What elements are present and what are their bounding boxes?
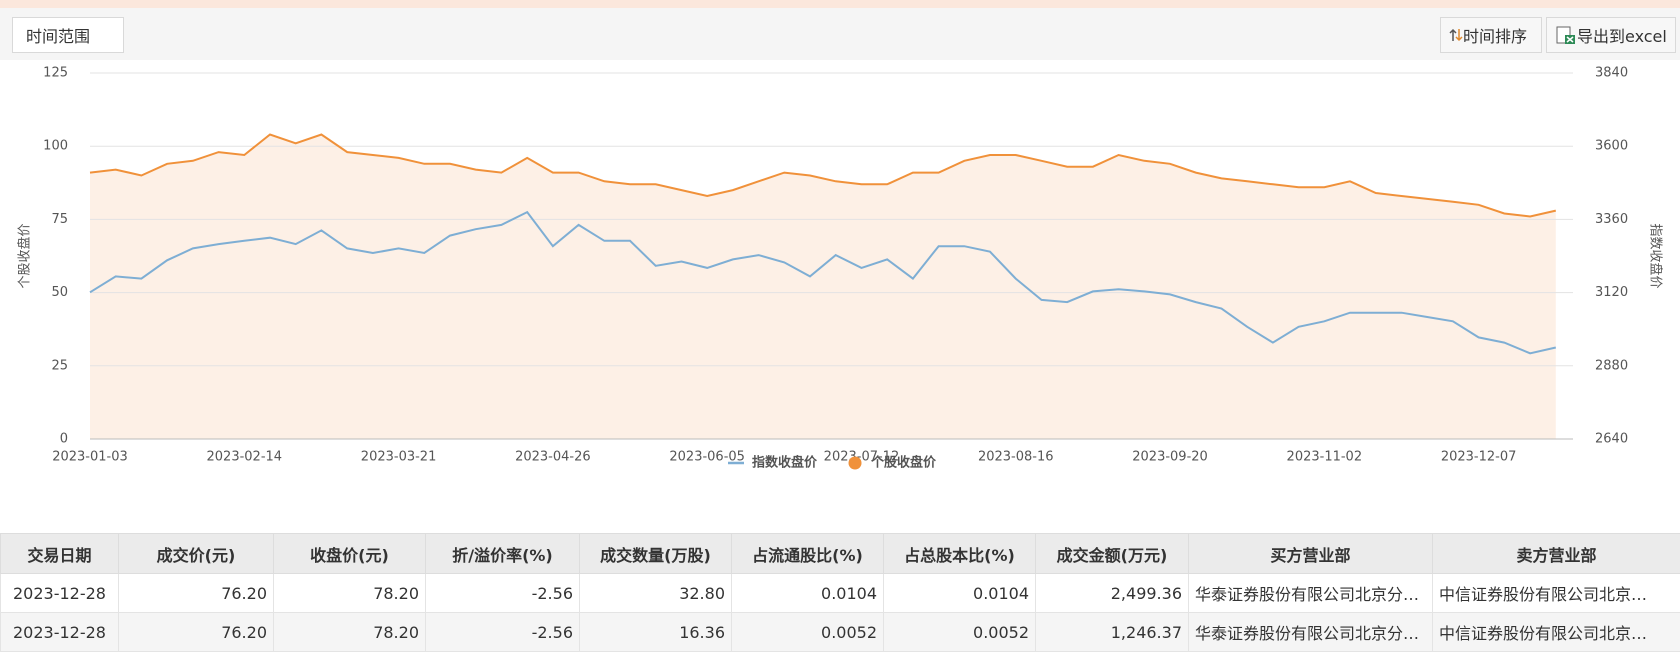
table-cell: -2.56: [426, 574, 580, 613]
header-cell: 占流通股比(%): [732, 534, 884, 574]
table-cell: 76.20: [119, 613, 274, 652]
y2-tick-label: 3840: [1595, 66, 1628, 81]
legend-swatch: [849, 457, 862, 470]
table-cell: 16.36: [580, 613, 732, 652]
table-cell: 华泰证券股份有限公司北京分…: [1189, 574, 1433, 613]
header-cell: 成交价(元): [119, 534, 274, 574]
table-cell: 32.80: [580, 574, 732, 613]
x-tick-label: 2023-09-20: [1132, 450, 1208, 465]
header-cell: 交易日期: [1, 534, 119, 574]
series-area: [90, 135, 1556, 440]
x-tick-label: 2023-11-02: [1287, 450, 1363, 465]
header-cell: 收盘价(元): [274, 534, 426, 574]
table-cell: 华泰证券股份有限公司北京分…: [1189, 613, 1433, 652]
table-cell: 2023-12-28: [1, 613, 119, 652]
table-cell: 0.0052: [732, 613, 884, 652]
y-tick-label: 0: [60, 432, 68, 447]
table-cell: -2.56: [426, 613, 580, 652]
x-tick-label: 2023-08-16: [978, 450, 1054, 465]
label: 导出到excel: [1577, 23, 1667, 47]
header-cell: 占总股本比(%): [884, 534, 1036, 574]
y-tick-label: 75: [51, 212, 68, 227]
table-cell: 中信证券股份有限公司北京…: [1433, 574, 1680, 613]
label: 时间范围: [26, 23, 90, 47]
table-cell: 78.20: [274, 574, 426, 613]
table-cell: 中信证券股份有限公司北京…: [1433, 613, 1680, 652]
top-stripe: [0, 0, 1680, 8]
y2-tick-label: 3600: [1595, 139, 1628, 154]
table-cell: 0.0104: [884, 574, 1036, 613]
sort-button[interactable]: 时间排序: [1440, 17, 1542, 53]
header-cell: 成交数量(万股): [580, 534, 732, 574]
sort-icon: [1449, 27, 1463, 43]
y2-tick-label: 2640: [1595, 432, 1628, 447]
y-axis-label: 个股收盘价: [17, 223, 33, 288]
table-cell: 76.20: [119, 574, 274, 613]
header-cell: 成交金额(万元): [1036, 534, 1189, 574]
chart: 0 25 50 75 100 125 2640 2880 3120 3360 3600 3840 个股收…: [0, 60, 1680, 530]
header-cell: 卖方营业部: [1433, 534, 1680, 574]
label: 时间排序: [1463, 23, 1527, 47]
toolbar: 时间范围 时间排序 导出到excel: [0, 8, 1680, 60]
table-cell: 2,499.36: [1036, 574, 1189, 613]
x-tick-label: 2023-03-21: [361, 450, 437, 465]
y2-tick-label: 2880: [1595, 358, 1628, 373]
x-tick-label: 2023-01-03: [52, 450, 128, 465]
y-tick-label: 100: [43, 139, 68, 154]
y2-axis-label: 指数收盘价: [1648, 223, 1664, 288]
x-tick-label: 2023-12-07: [1441, 450, 1517, 465]
y-tick-label: 50: [51, 285, 68, 300]
header-cell: 折/溢价率(%): [426, 534, 580, 574]
table-cell: 78.20: [274, 613, 426, 652]
table-cell: 0.0052: [884, 613, 1036, 652]
table-cell: 1,246.37: [1036, 613, 1189, 652]
excel-icon: [1555, 25, 1577, 45]
x-tick-label: 2023-04-26: [515, 450, 591, 465]
y2-tick-label: 3360: [1595, 212, 1628, 227]
legend-label: 个股收盘价: [870, 455, 937, 471]
table-cell: 0.0104: [732, 574, 884, 613]
y-tick-label: 25: [51, 358, 68, 373]
header-cell: 买方营业部: [1189, 534, 1433, 574]
time-range-select[interactable]: 时间范围: [12, 17, 124, 53]
table-cell: 2023-12-28: [1, 574, 119, 613]
legend-label: 指数收盘价: [752, 455, 818, 471]
x-tick-label: 2023-02-14: [207, 450, 283, 465]
trade-table: 交易日期成交价(元)收盘价(元)折/溢价率(%)成交数量(万股)占流通股比(%)…: [0, 533, 1680, 652]
header-row: 交易日期成交价(元)收盘价(元)折/溢价率(%)成交数量(万股)占流通股比(%)…: [1, 534, 1680, 574]
y-tick-label: 125: [43, 66, 68, 81]
y2-tick-label: 3120: [1595, 285, 1628, 300]
export-button[interactable]: 导出到excel: [1546, 17, 1676, 53]
